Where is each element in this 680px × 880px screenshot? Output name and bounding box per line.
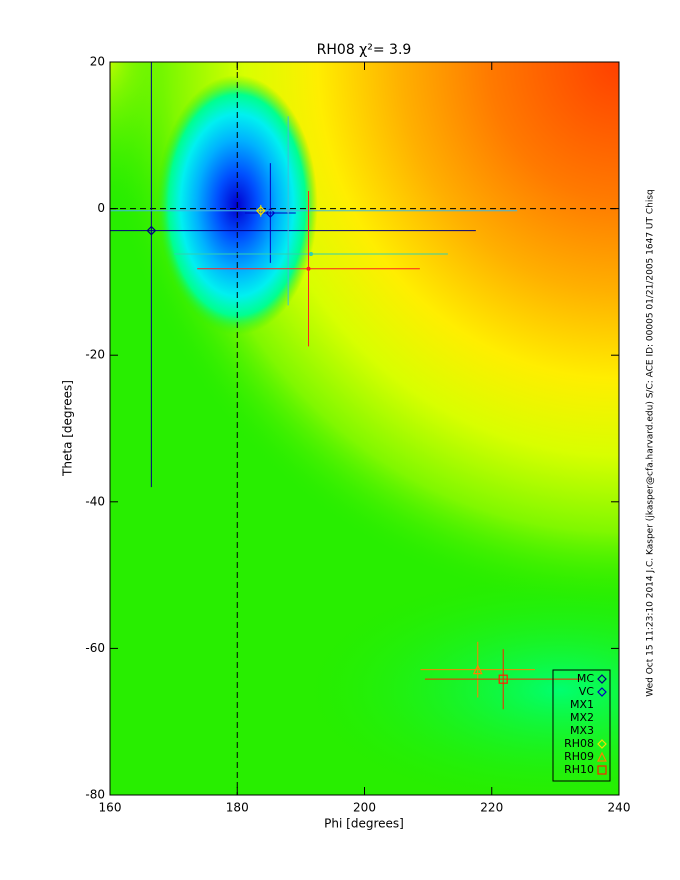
y-tick-label: 20 xyxy=(90,55,105,69)
y-tick-label: -40 xyxy=(85,494,105,508)
x-tick-label: 180 xyxy=(226,801,249,815)
data-point xyxy=(472,664,483,675)
legend-marker xyxy=(597,674,607,684)
legend-marker xyxy=(597,687,607,697)
x-tick-label: 240 xyxy=(608,801,631,815)
legend-marker xyxy=(597,765,607,775)
legend-box xyxy=(552,669,611,782)
data-point xyxy=(306,266,311,271)
legend-marker xyxy=(597,751,607,762)
chart-title: RH08 χ²= 3.9 xyxy=(317,42,412,58)
side-note: Wed Oct 15 11:23:10 2014 J.C. Kasper (jk… xyxy=(646,189,656,697)
data-point xyxy=(265,208,276,218)
legend-label: RH10 xyxy=(564,763,594,776)
legend-label: MC xyxy=(577,672,594,685)
plot-area xyxy=(110,62,619,795)
x-tick-label: 220 xyxy=(480,801,503,815)
legend-label: MX3 xyxy=(570,724,594,737)
legend-label: RH09 xyxy=(564,750,594,763)
legend-label: MX2 xyxy=(570,711,594,724)
legend-label: VC xyxy=(579,685,595,698)
data-point xyxy=(286,208,291,213)
y-tick-label: -20 xyxy=(85,348,105,362)
data-point xyxy=(309,252,314,257)
contour-background xyxy=(110,62,619,795)
x-axis-label: Phi [degrees] xyxy=(324,817,404,831)
x-tick-label: 160 xyxy=(99,801,122,815)
legend-marker xyxy=(597,739,607,749)
data-point xyxy=(498,674,508,684)
legend-label: RH08 xyxy=(564,737,594,750)
y-tick-label: -80 xyxy=(85,788,105,802)
y-axis-label: Theta [degrees] xyxy=(61,380,75,477)
y-tick-label: 0 xyxy=(97,201,105,215)
legend-label: MX1 xyxy=(570,698,594,711)
y-tick-label: -60 xyxy=(85,641,105,655)
data-point xyxy=(146,225,157,236)
x-tick-label: 200 xyxy=(353,801,376,815)
data-point xyxy=(255,205,266,216)
